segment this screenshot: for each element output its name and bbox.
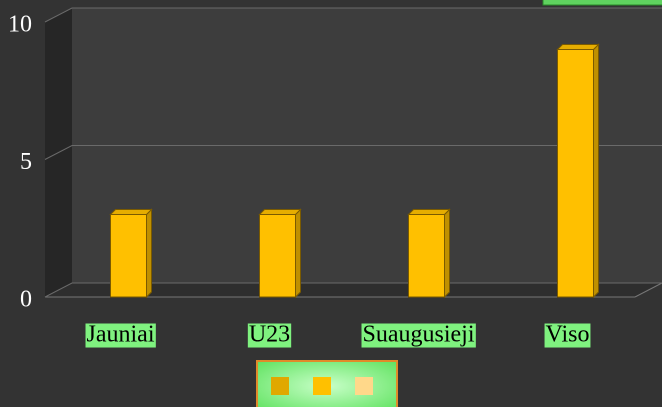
y-tick-label: 5	[20, 149, 32, 175]
grid-line	[44, 7, 662, 23]
bar-front	[259, 214, 296, 298]
x-tick-label: Jauniai	[87, 322, 155, 348]
x-tick-label: Suaugusieji	[363, 322, 475, 348]
x-tick-label-bg	[544, 323, 591, 348]
floor-edge	[634, 282, 662, 298]
bar-top	[556, 44, 600, 50]
bar-front	[557, 49, 594, 298]
grid-line	[44, 145, 662, 160]
legend-swatch	[271, 377, 289, 395]
legend-swatch	[313, 377, 331, 395]
bar	[258, 208, 302, 299]
bar-front	[110, 214, 147, 298]
x-tick-label: U23	[249, 322, 290, 348]
x-tick-label-bg	[361, 323, 476, 348]
y-tick-label: 10	[8, 12, 32, 38]
bar-side	[295, 208, 301, 299]
bar-top	[407, 209, 451, 215]
legend-swatch	[355, 377, 373, 395]
y-tick-label: 0	[20, 287, 32, 313]
bar	[556, 43, 600, 299]
bar-top	[258, 209, 302, 215]
bar-top	[109, 209, 153, 215]
bar-side	[593, 43, 599, 299]
x-tick-label: Viso	[546, 322, 590, 348]
bar	[407, 208, 451, 299]
bar	[109, 208, 153, 299]
grid-line	[44, 282, 662, 298]
floor	[45, 283, 662, 297]
bar-side	[444, 208, 450, 299]
bar-side	[146, 208, 152, 299]
bar-front	[408, 214, 445, 298]
x-tick-label-bg	[247, 323, 292, 348]
x-tick-label-bg	[85, 323, 156, 348]
title-box	[542, 0, 662, 6]
